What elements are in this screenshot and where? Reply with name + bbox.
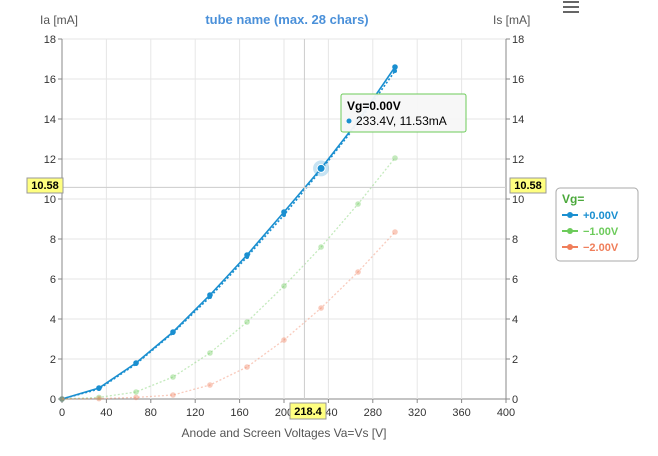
x-tick-label: 400 (497, 407, 515, 419)
y-tick-label-left: 14 (44, 114, 56, 126)
series-line[interactable] (61, 66, 396, 400)
hamburger-menu-icon[interactable] (560, 0, 582, 16)
x-tick-label: 280 (364, 407, 382, 419)
data-point[interactable] (393, 69, 397, 73)
y-tick-label-left: 4 (50, 314, 56, 326)
y-tick-label-right: 12 (512, 154, 524, 166)
data-point[interactable] (282, 213, 286, 217)
tooltip-value: 233.4V, 11.53mA (356, 114, 447, 128)
y-tick-label-left: 0 (50, 394, 56, 406)
crosshair-y-value-left: 10.58 (31, 180, 59, 192)
x-tick-label: 0 (59, 407, 65, 419)
x-tick-label: 160 (230, 407, 248, 419)
data-point[interactable] (59, 396, 65, 402)
y-tick-label-left: 6 (50, 274, 56, 286)
data-point[interactable] (245, 255, 250, 259)
hover-point[interactable] (316, 163, 326, 173)
chart-title: tube name (max. 28 chars) (205, 12, 368, 27)
legend-title: Vg= (562, 192, 584, 206)
x-tick-label: 40 (100, 407, 112, 419)
y-tick-label-right: 6 (512, 274, 518, 286)
data-point[interactable] (281, 283, 287, 289)
y-tick-label-right: 10 (512, 194, 524, 206)
data-point[interactable] (244, 364, 250, 370)
tooltip: Vg=0.00V 233.4V, 11.53mA (340, 93, 467, 133)
legend-item-label: −1.00V (583, 226, 619, 238)
data-point[interactable] (281, 337, 287, 343)
data-point[interactable] (96, 395, 102, 402)
data-point[interactable] (207, 295, 212, 299)
data-point[interactable] (60, 397, 64, 401)
data-point[interactable] (96, 394, 102, 401)
data-point[interactable] (392, 229, 398, 235)
crosshair-x-value: 218.4 (294, 406, 322, 418)
tooltip-header: Vg=0.00V (347, 99, 401, 113)
series-layer (59, 64, 398, 402)
y-tick-label-left: 2 (50, 354, 56, 366)
x-tick-label: 320 (408, 407, 426, 419)
data-point[interactable] (318, 305, 324, 311)
data-point[interactable] (96, 387, 101, 391)
x-tick-label: 360 (452, 407, 470, 419)
data-point[interactable] (244, 319, 250, 325)
data-point[interactable] (170, 392, 176, 398)
data-point[interactable] (392, 155, 398, 161)
y-tick-label-left: 10 (44, 194, 56, 206)
crosshair (62, 39, 506, 399)
data-point[interactable] (59, 396, 65, 402)
data-point[interactable] (392, 64, 398, 70)
y-axis-left-label: Ia [mA] (40, 13, 78, 27)
y-tick-label-right: 14 (512, 114, 524, 126)
data-point[interactable] (207, 350, 213, 356)
crosshair-x-flag: 218.4 (289, 402, 327, 420)
data-point[interactable] (133, 394, 139, 401)
data-point[interactable] (318, 244, 324, 250)
y-tick-label-right: 16 (512, 74, 524, 86)
x-tick-label: 200 (275, 407, 293, 419)
data-point[interactable] (355, 269, 361, 275)
data-point[interactable] (207, 382, 213, 388)
x-axis-label: Anode and Screen Voltages Va=Vs [V] (182, 426, 387, 440)
series-line[interactable] (61, 157, 396, 400)
crosshair-y-flag-left: 10.58 (26, 177, 64, 194)
x-tick-label: 80 (145, 407, 157, 419)
data-point[interactable] (134, 362, 139, 366)
legend-item-label: +0.00V (583, 210, 619, 222)
legend-item-label: −2.00V (583, 242, 619, 254)
data-point[interactable] (133, 389, 139, 395)
data-point[interactable] (281, 209, 287, 215)
y-tick-label-right: 18 (512, 34, 524, 46)
y-tick-label-right: 4 (512, 314, 518, 326)
data-point[interactable] (171, 331, 175, 335)
legend-item[interactable]: −1.00V (562, 226, 619, 238)
crosshair-y-flag-right: 10.58 (509, 177, 547, 194)
series-line[interactable] (61, 231, 396, 400)
data-point[interactable] (355, 201, 361, 207)
y-tick-label-right: 2 (512, 354, 518, 366)
series-line[interactable] (61, 70, 396, 400)
y-tick-label-left: 18 (44, 34, 56, 46)
x-tick-label: 120 (186, 407, 204, 419)
crosshair-y-value-right: 10.58 (514, 180, 542, 192)
y-axis-right-label: Is [mA] (493, 13, 530, 27)
y-tick-label-left: 16 (44, 74, 56, 86)
y-tick-label-left: 12 (44, 154, 56, 166)
legend-item[interactable]: −2.00V (562, 242, 619, 254)
y-tick-label-right: 0 (512, 394, 518, 406)
legend-item[interactable]: +0.00V (562, 210, 619, 222)
y-tick-label-right: 8 (512, 234, 518, 246)
y-tick-label-left: 8 (50, 234, 56, 246)
data-point[interactable] (170, 374, 176, 380)
legend: Vg= +0.00V −1.00V −2.00V (555, 187, 639, 262)
